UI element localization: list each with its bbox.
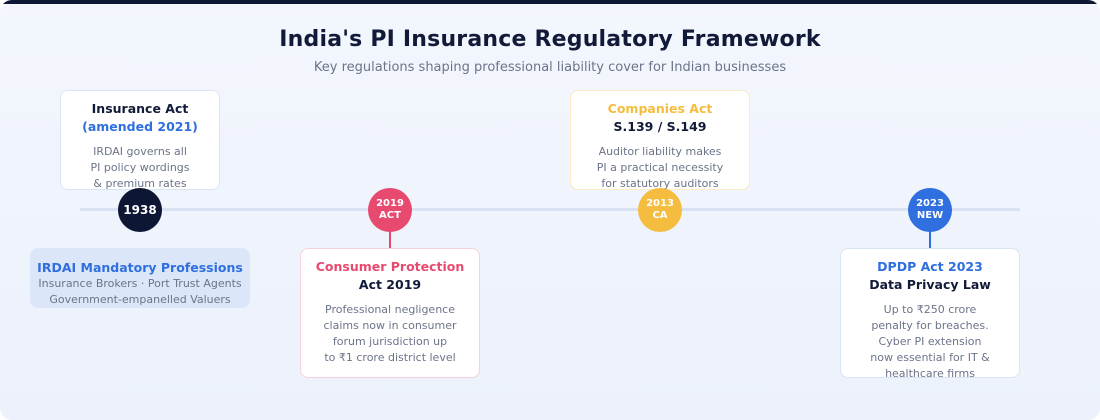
dpdp-act-line-2: penalty for breaches. [871,319,989,332]
companies-act-subtitle: S.139 / S.149 [613,119,707,134]
dpdp-connector [929,230,931,248]
node-2023-new: 2023 NEW [908,188,952,232]
node-1938-label: 1938 [123,203,157,217]
insurance-act-line-1: IRDAI governs all [93,145,187,158]
node-2023-tag: NEW [916,210,944,221]
mandatory-professions-box: IRDAI Mandatory Professions Insurance Br… [30,248,250,308]
consumer-protection-line-4: to ₹1 crore district level [324,351,456,364]
dpdp-act-subtitle: Data Privacy Law [869,277,991,292]
mandatory-professions-line-2: Government-empanelled Valuers [49,293,231,306]
consumer-protection-description: Professional negligence claims now in co… [301,302,479,366]
companies-act-card: Companies Act S.139 / S.149 Auditor liab… [570,90,750,190]
dpdp-act-card: DPDP Act 2023 Data Privacy Law Up to ₹25… [840,248,1020,380]
insurance-act-subtitle: (amended 2021) [82,119,198,134]
dpdp-act-line-4: now essential for IT & [870,351,990,364]
consumer-protection-connector [389,230,391,248]
dpdp-act-description: Up to ₹250 crore penalty for breaches. C… [841,302,1019,382]
node-2019-act: 2019 ACT [368,188,412,232]
consumer-protection-line-1: Professional negligence [325,303,455,316]
node-1938: 1938 [118,188,162,232]
top-accent-bar [0,0,1100,4]
node-2019-year: 2019 [376,198,404,209]
node-2013-ca: 2013 CA [638,188,682,232]
insurance-act-line-3: & premium rates [93,177,187,190]
consumer-protection-line-2: claims now in consumer [323,319,457,332]
mandatory-professions-title: IRDAI Mandatory Professions [37,260,243,275]
node-2023-year: 2023 [916,198,944,209]
dpdp-act-line-3: Cyber PI extension [878,335,982,348]
dpdp-act-title: DPDP Act 2023 [877,259,983,274]
companies-act-description: Auditor liability makes PI a practical n… [571,144,749,192]
companies-act-title: Companies Act [607,101,713,116]
dpdp-act-line-5: healthcare firms [885,367,975,380]
companies-act-line-3: for statutory auditors [601,177,719,190]
consumer-protection-title: Consumer Protection [315,259,465,274]
consumer-protection-card: Consumer Protection Act 2019 Professiona… [300,248,480,378]
insurance-act-line-2: PI policy wordings [90,161,190,174]
timeline-axis [80,208,1020,211]
companies-act-line-2: PI a practical necessity [596,161,724,174]
companies-act-line-1: Auditor liability makes [598,145,722,158]
node-2019-tag: ACT [379,210,401,221]
page-title: India's PI Insurance Regulatory Framewor… [279,27,821,52]
consumer-protection-line-3: forum jurisdiction up [332,335,448,348]
dpdp-act-line-1: Up to ₹250 crore [883,303,977,316]
insurance-act-card: Insurance Act (amended 2021) IRDAI gover… [60,90,220,190]
node-2013-tag: CA [652,210,668,221]
page-subtitle: Key regulations shaping professional lia… [313,60,787,75]
insurance-act-title: Insurance Act [91,101,189,116]
mandatory-professions-line-1: Insurance Brokers · Port Trust Agents [38,277,242,290]
consumer-protection-subtitle: Act 2019 [358,277,422,292]
node-2013-year: 2013 [646,198,674,209]
insurance-act-description: IRDAI governs all PI policy wordings & p… [61,144,219,192]
